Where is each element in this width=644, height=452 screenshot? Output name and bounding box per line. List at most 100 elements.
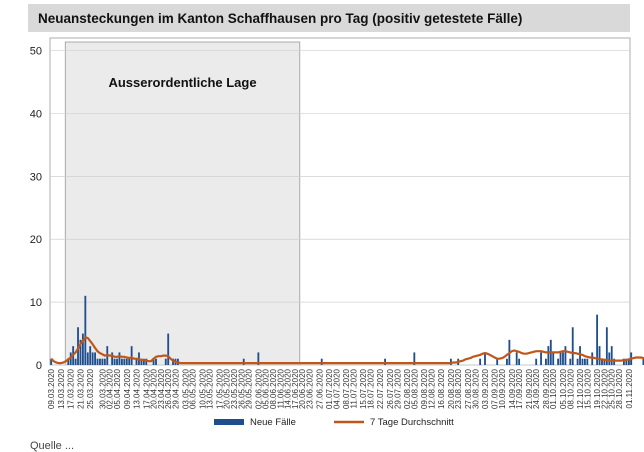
x-tick-label: 20.04.2020: [150, 368, 159, 409]
bar: [320, 358, 323, 365]
bar: [613, 358, 616, 365]
bar: [242, 358, 245, 365]
bar: [564, 346, 567, 365]
x-tick-label: 13.04.2020: [133, 368, 142, 409]
bar: [77, 327, 79, 365]
x-tick-label: 10.09.2020: [498, 368, 507, 409]
x-tick-label: 27.08.2020: [464, 368, 473, 409]
x-tick-label: 28.10.2020: [615, 368, 624, 409]
bar: [123, 358, 126, 365]
annotation-label: Ausserordentliche Lage: [108, 75, 256, 90]
bar: [413, 352, 416, 365]
cutoff-footer-text: Quelle ...: [30, 440, 75, 452]
x-tick-label: 14.06.2020: [284, 368, 293, 409]
bar: [135, 358, 138, 365]
bar: [99, 358, 101, 365]
x-tick-label: 08.07.2020: [342, 368, 351, 409]
bar: [622, 358, 625, 365]
x-tick-label: 29.04.2020: [172, 368, 181, 409]
bar: [586, 358, 589, 365]
bar: [101, 358, 104, 365]
x-tick-label: 17.03.2020: [67, 368, 76, 409]
x-tick-label: 23.08.2020: [454, 368, 463, 409]
legend-bar-swatch: [214, 419, 244, 425]
x-tick-label: 08.10.2020: [566, 368, 575, 409]
bar: [608, 352, 611, 365]
bar: [384, 358, 386, 365]
x-tick-label: 04.07.2020: [332, 368, 341, 409]
y-tick-label: 10: [30, 297, 42, 309]
bar: [496, 358, 499, 365]
bar: [518, 358, 521, 365]
bar: [557, 358, 560, 365]
legend-line-label: 7 Tage Durchschnitt: [370, 417, 454, 428]
x-tick-label: 21.09.2020: [525, 368, 534, 409]
x-tick-label: 30.08.2020: [471, 368, 480, 409]
x-tick-label: 02.06.2020: [254, 368, 263, 409]
bar: [142, 358, 145, 365]
bar: [515, 352, 518, 365]
x-tick-label: 05.06.2020: [262, 368, 271, 409]
x-tick-label: 24.09.2020: [532, 368, 541, 409]
x-tick-label: 17.06.2020: [291, 368, 300, 409]
bar: [605, 327, 608, 365]
bar: [128, 358, 131, 365]
bar: [103, 358, 106, 365]
title-bar: Neuansteckungen im Kanton Schaffhausen p…: [28, 4, 630, 32]
bar: [601, 358, 603, 365]
x-tick-label: 17.09.2020: [515, 368, 524, 409]
annotation-region: [64, 41, 301, 366]
bar: [91, 352, 94, 365]
bar: [449, 358, 452, 365]
x-tick-label: 10.05.2020: [198, 368, 207, 409]
bar: [484, 352, 486, 365]
bar: [584, 358, 586, 365]
x-tick-label: 02.04.2020: [106, 368, 115, 409]
bar: [547, 346, 550, 365]
x-tick-label: 26.04.2020: [164, 368, 173, 409]
x-tick-label: 21.03.2020: [76, 368, 85, 409]
x-tick-label: 11.06.2020: [276, 368, 285, 408]
x-tick-label: 26.07.2020: [386, 368, 395, 409]
bar: [598, 346, 601, 365]
bar: [164, 358, 167, 365]
bar: [610, 346, 613, 365]
x-tick-label: 29.05.2020: [245, 368, 254, 409]
x-tick-label: 18.07.2020: [366, 368, 375, 409]
bar: [86, 352, 89, 365]
y-tick-label: 30: [30, 171, 42, 183]
y-tick-label: 0: [36, 360, 42, 372]
x-tick-label: 06.05.2020: [189, 368, 198, 409]
x-tick-label: 20.08.2020: [447, 368, 456, 409]
bar: [625, 358, 628, 365]
bar: [591, 352, 594, 365]
bar: [111, 352, 114, 365]
bar: [506, 358, 508, 365]
bar: [576, 358, 579, 365]
x-tick-label: 19.10.2020: [593, 368, 602, 409]
x-tick-label: 27.06.2020: [315, 368, 324, 409]
x-tick-label: 20.05.2020: [223, 368, 232, 409]
x-tick-label: 01.07.2020: [325, 368, 334, 409]
y-tick-label: 50: [30, 46, 42, 58]
x-tick-label: 05.10.2020: [559, 368, 568, 409]
x-tick-label: 17.04.2020: [142, 368, 151, 409]
x-tick-label: 28.09.2020: [542, 368, 551, 409]
x-tick-label: 13.05.2020: [206, 368, 215, 409]
bar: [552, 352, 555, 365]
bar: [96, 358, 99, 365]
x-tick-label: 29.07.2020: [393, 368, 402, 409]
bar: [167, 333, 170, 365]
bar: [145, 358, 148, 365]
x-tick-label: 15.10.2020: [583, 368, 592, 409]
bar: [140, 358, 143, 365]
x-tick-label: 23.06.2020: [306, 368, 315, 409]
bar: [81, 333, 84, 365]
x-tick-label: 05.08.2020: [410, 368, 419, 409]
x-tick-label: 08.06.2020: [269, 368, 278, 409]
x-tick-label: 12.10.2020: [576, 368, 585, 409]
chart-title: Neuansteckungen im Kanton Schaffhausen p…: [38, 10, 523, 26]
x-tick-label: 23.04.2020: [157, 368, 166, 409]
bar: [627, 358, 630, 365]
